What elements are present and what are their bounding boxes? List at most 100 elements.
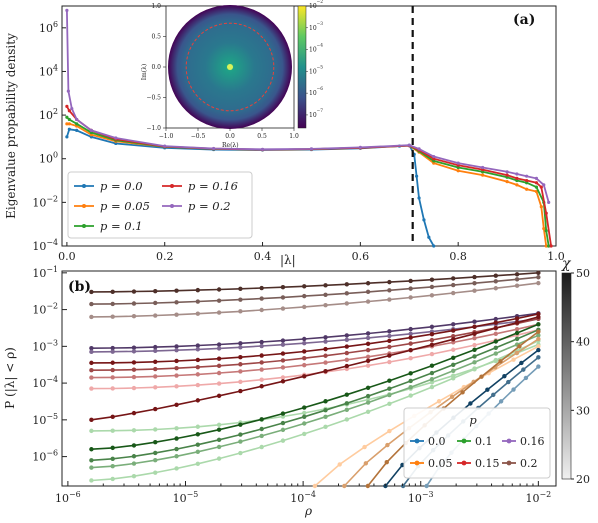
legend-a-marker xyxy=(170,204,174,208)
steep-point-b xyxy=(502,373,507,379)
series-point-b xyxy=(110,445,115,451)
b-xtick-label: 10−6 xyxy=(55,490,81,505)
inset-colorbar-ticks: 10−2 10−3 10−4 10−5 10−6 10−7 xyxy=(306,0,323,119)
series-point-b xyxy=(493,320,498,325)
series-point-b xyxy=(472,360,477,365)
series-point-b xyxy=(216,444,222,450)
steep-point-b xyxy=(514,350,519,356)
series-point-b xyxy=(429,370,435,376)
series-point-b xyxy=(131,428,137,433)
series-line-b xyxy=(91,323,539,379)
series-point-b xyxy=(472,347,477,352)
b-xtick-label: 10−5 xyxy=(173,490,199,505)
series-point-b xyxy=(344,357,350,362)
series-line-b xyxy=(91,323,539,450)
legend-b-label: 0.16 xyxy=(520,435,545,448)
inset-colorbar xyxy=(297,5,307,129)
series-point-b xyxy=(387,329,392,334)
series-point-b xyxy=(174,402,179,408)
series-point-b xyxy=(344,282,350,287)
series-point-b xyxy=(302,349,307,354)
series-point-b xyxy=(429,277,435,282)
inset-ylabel: Im(λ) xyxy=(141,64,148,81)
series-point-b xyxy=(493,357,498,363)
series-point-b xyxy=(89,368,94,373)
legend-b-label: 0.15 xyxy=(475,457,500,470)
series-line-b xyxy=(91,312,539,349)
series-point-a xyxy=(212,146,216,151)
series-point-b xyxy=(238,355,243,360)
series-point-b xyxy=(259,417,264,422)
series-point-b xyxy=(216,393,222,398)
series-point-b xyxy=(110,301,115,307)
legend-b-label: 0.1 xyxy=(475,435,493,448)
series-point-b xyxy=(259,377,264,382)
series-point-b xyxy=(429,342,435,347)
steep-point-b xyxy=(468,401,473,406)
series-point-b xyxy=(323,399,328,404)
series-point-b xyxy=(408,378,413,384)
steep-point-b xyxy=(491,392,496,398)
series-point-a xyxy=(427,235,431,239)
panel-b: 10−6 10−5 10−4 10−3 10−2 10−1 10−2 10−3 10−4 10−5… xyxy=(3,256,590,518)
series-point-a xyxy=(525,187,529,191)
legend-a-label: p = 0.2 xyxy=(188,199,231,213)
a-ytick-label: 106 xyxy=(39,20,58,35)
series-point-b xyxy=(387,338,392,344)
panel-b-legend: p 0.0 0.1 0.16 0.05 0.15 0.2 xyxy=(403,407,551,479)
steep-point-b xyxy=(387,428,392,434)
series-point-a xyxy=(525,174,529,178)
a-ytick-label: 102 xyxy=(39,107,58,122)
series-point-b xyxy=(195,357,201,363)
series-point-a xyxy=(456,169,460,173)
series-point-b xyxy=(323,414,328,420)
series-point-b xyxy=(493,326,498,331)
series-point-b xyxy=(387,288,392,293)
series-point-b xyxy=(280,411,286,416)
series-point-b xyxy=(110,375,115,380)
series-point-b xyxy=(195,343,201,348)
steep-point-b xyxy=(342,483,347,489)
series-point-b xyxy=(323,283,328,288)
series-point-b xyxy=(302,362,307,368)
series-point-b xyxy=(387,297,392,302)
series-point-b xyxy=(429,380,435,385)
series-point-b xyxy=(344,350,350,356)
series-point-b xyxy=(153,366,158,372)
legend-b-marker xyxy=(506,460,512,466)
a-xtick-label: 1.0 xyxy=(547,250,565,263)
b-xtick-label: 10−2 xyxy=(526,490,552,505)
series-point-a xyxy=(65,8,69,12)
series-point-b xyxy=(195,364,201,370)
series-point-b xyxy=(174,344,179,349)
series-point-b xyxy=(472,367,477,372)
inset-cb-tick-label: 10−3 xyxy=(309,22,323,32)
series-point-b xyxy=(514,330,520,336)
series-point-b xyxy=(451,376,456,381)
series-point-b xyxy=(344,333,350,338)
inset-xtick-label: 1.0 xyxy=(289,133,299,140)
series-point-a xyxy=(481,173,485,177)
series-point-b xyxy=(131,443,137,448)
series-point-b xyxy=(89,314,94,320)
series-point-b xyxy=(238,439,243,444)
series-point-b xyxy=(216,381,222,386)
series-point-b xyxy=(472,354,477,359)
series-point-b xyxy=(344,407,350,413)
series-line-b xyxy=(91,282,539,318)
legend-a-label: p = 0.1 xyxy=(100,219,143,233)
series-point-b xyxy=(344,344,350,349)
inset-critical-circle xyxy=(185,22,275,112)
series-point-b xyxy=(216,422,222,428)
series-point-b xyxy=(280,427,286,433)
series-point-b xyxy=(238,422,243,427)
series-point-b xyxy=(238,362,243,367)
series-point-b xyxy=(536,280,541,286)
series-point-a xyxy=(65,115,69,119)
series-point-b xyxy=(408,286,413,291)
series-point-b xyxy=(153,359,158,365)
series-point-b xyxy=(153,300,158,306)
series-point-b xyxy=(536,314,541,320)
series-point-b xyxy=(110,414,115,420)
series-point-b xyxy=(89,301,94,307)
